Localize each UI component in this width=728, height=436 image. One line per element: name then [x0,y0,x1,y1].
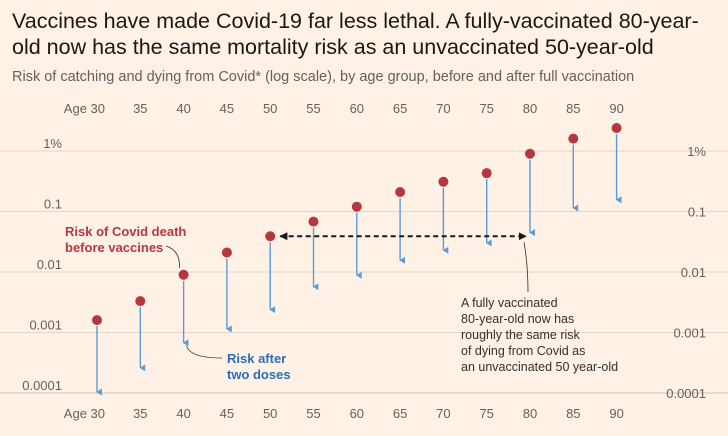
y-tick-label-right: 0.001 [673,326,706,341]
y-tick-label-left: 0.1 [44,197,62,212]
x-tick-label-top: 60 [350,101,364,116]
x-tick-label-top: 35 [133,101,147,116]
x-tick-label-bottom: 50 [263,406,277,421]
x-tick-label-top: 50 [263,101,277,116]
x-tick-label-bottom: 90 [609,406,623,421]
x-tick-label-bottom: Age 30 [64,406,105,421]
risk-before-dot [395,187,406,198]
annotation-note-line: an unvaccinated 50 year-old [461,360,618,374]
chart-title: Vaccines have made Covid-19 far less let… [12,9,699,59]
risk-before-dot [265,231,276,242]
risk-before-dot [525,148,535,159]
y-tick-label-right: 0.01 [681,265,706,280]
x-tick-label-top: 85 [566,101,580,116]
x-tick-label-top: 40 [176,101,190,116]
x-tick-label-top: 45 [220,101,234,116]
annotation-before-connector [165,245,181,268]
x-tick-label-top: 65 [393,101,407,116]
y-tick-label-left: 0.01 [37,257,62,272]
annotation-after-label: Risk after [227,351,286,366]
annotation-note-line: 80-year-old now has [461,312,574,326]
x-tick-label-top: 70 [436,101,450,116]
annotation-note-connector [523,242,529,293]
risk-before-dot [568,133,579,144]
annotation-note-line: A fully vaccinated [461,296,558,310]
risk-before-dot [221,247,232,258]
y-tick-label-right: 1% [687,144,706,159]
annotation-note-line: roughly the same risk [461,328,581,342]
annotation-before-label: before vaccines [65,240,163,255]
risk-before-dot [308,216,319,227]
annotation-after-label: two doses [227,367,291,382]
x-tick-label-bottom: 65 [393,406,407,421]
x-tick-label-bottom: 45 [220,406,234,421]
risk-before-dot [135,296,146,307]
chart-subtitle: Risk of catching and dying from Covid* (… [12,69,635,85]
risk-before-dot [351,201,362,212]
risk-before-dot [438,176,449,187]
risk-before-dot [481,168,492,179]
y-tick-label-right: 0.1 [688,205,706,220]
x-tick-label-bottom: 80 [523,406,537,421]
x-tick-label-top: 55 [306,101,320,116]
x-tick-label-top: 75 [479,101,493,116]
annotation-before-label: Risk of Covid death [65,224,186,239]
x-tick-label-bottom: 70 [436,406,450,421]
y-tick-label-left: 0.001 [29,318,62,333]
risk-before-dot [178,269,189,280]
x-tick-label-bottom: 60 [350,406,364,421]
x-tick-label-bottom: 35 [133,406,147,421]
annotation-after-connector [186,345,223,359]
x-tick-label-bottom: 75 [479,406,493,421]
x-tick-label-top: Age 30 [64,101,105,116]
x-tick-label-bottom: 55 [306,406,320,421]
risk-before-dot [92,315,102,326]
x-tick-label-top: 80 [523,101,537,116]
x-tick-label-bottom: 40 [176,406,190,421]
y-tick-label-left: 1% [43,136,62,151]
y-tick-label-right: 0.0001 [666,386,706,401]
x-tick-label-bottom: 85 [566,406,580,421]
x-tick-label-top: 90 [609,101,623,116]
risk-before-dot [611,122,622,133]
y-tick-label-left: 0.0001 [22,378,62,393]
annotation-note-line: of dying from Covid as [461,344,585,358]
